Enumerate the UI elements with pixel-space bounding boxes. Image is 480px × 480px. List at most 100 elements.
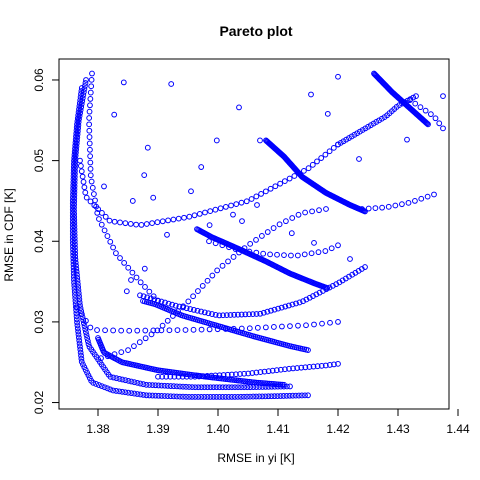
data-point [329,282,336,289]
data-point [309,208,315,215]
data-point [76,293,82,300]
data-point [295,392,302,399]
data-point [146,382,153,388]
data-point [80,317,87,324]
data-point [270,381,276,387]
data-point [425,121,431,128]
data-point [87,172,94,179]
data-point [163,373,170,380]
data-point [206,238,212,245]
data-point [331,361,337,368]
data-point [335,360,341,367]
data-point [316,289,323,296]
data-point [225,384,232,391]
data-point [201,384,208,391]
data-point [289,215,296,221]
data-point [319,320,325,327]
data-point [308,91,314,98]
data-point [71,223,78,229]
data-point [159,373,166,380]
data-point [295,322,301,329]
data-point [199,283,206,289]
data-point [170,383,177,390]
data-point [281,252,287,259]
data-point [71,232,78,239]
data-point [219,394,226,400]
data-point [222,203,229,210]
data-point [164,231,170,238]
data-point [183,373,190,380]
data-point [88,76,95,83]
y-tick-label: 0.03 [32,310,46,334]
data-point [95,206,102,213]
data-point [82,329,89,336]
data-point [107,373,114,380]
data-point [87,89,94,96]
data-point [78,355,85,362]
data-point [222,384,229,391]
data-point [72,164,78,171]
data-point [140,392,147,398]
data-point [249,311,256,318]
data-point [232,384,238,391]
data-point [99,210,105,216]
data-point [113,388,120,394]
data-point [167,383,174,389]
data-point [271,381,278,387]
data-point [71,207,77,214]
data-point [73,316,80,323]
data-point [296,299,303,306]
data-point [246,325,253,332]
data-point [88,178,95,185]
data-point [87,166,94,172]
data-point [241,245,248,251]
data-point [227,312,234,318]
data-point [264,380,271,387]
data-point [264,308,271,315]
data-point [76,113,83,119]
data-point [125,377,132,384]
data-point [314,363,321,370]
data-point [87,159,94,166]
data-point [152,382,159,389]
data-point [225,258,231,265]
data-point [326,362,333,368]
data-point [84,335,91,341]
data-point [74,325,81,332]
data-point [122,389,129,396]
data-point [195,384,202,391]
data-point [212,206,219,213]
data-point [74,319,80,326]
data-point [177,383,183,390]
data-point [308,250,315,257]
data-point [228,371,235,378]
data-point [280,393,287,399]
data-point [180,303,187,310]
data-point [117,255,123,261]
data-point [277,381,284,388]
data-point [288,230,295,237]
data-point [423,119,430,126]
data-point [220,312,226,319]
data-point [326,148,333,155]
data-point [238,199,245,206]
data-point [322,362,329,369]
data-point [323,206,329,212]
data-point [205,310,212,317]
data-point [86,375,93,382]
data-point [165,217,171,224]
data-point [120,79,127,86]
y-tick-label: 0.05 [32,149,46,173]
data-point [278,304,285,311]
data-point [295,211,302,218]
data-point [74,271,80,278]
data-point [262,188,269,195]
data-point [134,379,141,386]
data-point [83,317,89,324]
data-point [71,241,78,248]
data-point [228,202,234,209]
data-point [379,204,386,211]
data-point [76,299,83,306]
data-point [87,146,93,153]
data-point [140,293,147,300]
